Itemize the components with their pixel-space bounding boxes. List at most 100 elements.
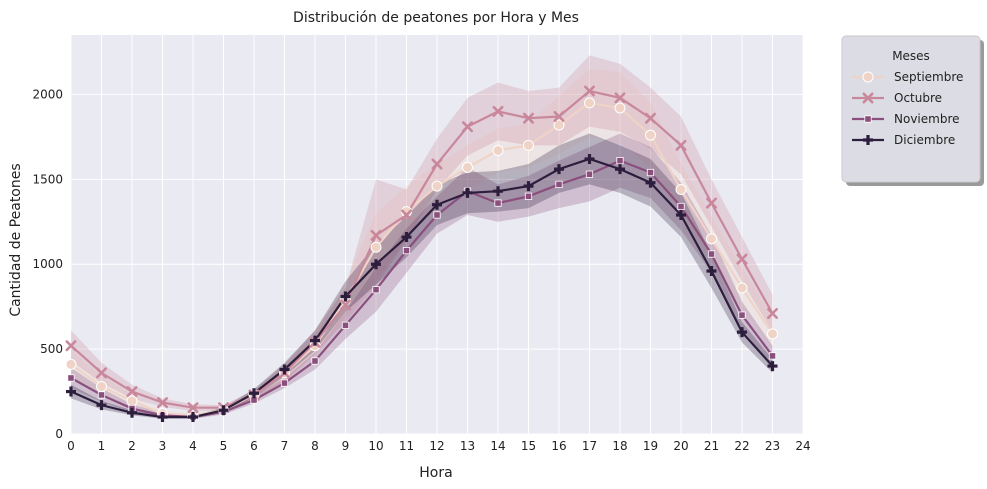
x-tick-label: 23 <box>765 439 780 453</box>
point-octubre <box>706 197 717 209</box>
point-septiembre <box>584 97 595 109</box>
legend-box <box>841 35 981 183</box>
legend-marker-noviembre <box>864 115 872 123</box>
x-tick-label: 21 <box>704 439 719 453</box>
point-septiembre <box>492 144 504 156</box>
point-diciembre <box>554 164 564 175</box>
legend-marker-diciembre <box>863 135 873 145</box>
point-diciembre <box>737 327 747 338</box>
point-diciembre <box>767 361 778 372</box>
point-septiembre <box>462 161 473 173</box>
legend-marker-septiembre <box>862 71 874 83</box>
point-noviembre <box>555 180 563 189</box>
point-noviembre <box>97 391 106 399</box>
point-octubre <box>65 340 77 352</box>
point-octubre <box>126 386 138 398</box>
y-tick-label: 2000 <box>32 87 63 101</box>
point-noviembre <box>707 250 716 258</box>
point-septiembre <box>126 395 138 407</box>
x-tick-label: 2 <box>128 439 136 453</box>
point-octubre <box>187 402 199 414</box>
point-octubre <box>584 85 595 97</box>
x-tick-label: 19 <box>643 439 658 453</box>
point-octubre <box>431 158 443 170</box>
point-diciembre <box>432 199 442 210</box>
point-diciembre <box>676 209 686 220</box>
x-tick-label: 14 <box>490 439 505 453</box>
point-diciembre <box>188 412 198 423</box>
point-octubre <box>553 110 565 122</box>
legend-marker-octubre <box>862 92 874 104</box>
point-septiembre <box>553 119 565 131</box>
point-diciembre <box>66 386 76 397</box>
point-noviembre <box>768 352 777 360</box>
point-diciembre <box>218 405 229 416</box>
point-diciembre <box>584 153 595 164</box>
x-tick-label: 24 <box>795 439 810 453</box>
point-noviembre <box>341 321 350 329</box>
point-diciembre <box>493 186 503 197</box>
point-diciembre <box>127 407 137 418</box>
point-septiembre <box>431 180 443 192</box>
x-tick-label: 13 <box>460 439 475 453</box>
legend-label-diciembre: Diciembre <box>894 133 955 147</box>
point-diciembre <box>615 164 625 175</box>
y-axis-ticks: 0 500 1000 1500 2000 <box>32 87 63 441</box>
point-noviembre <box>524 192 533 200</box>
x-tick-label: 22 <box>734 439 749 453</box>
x-tick-label: 1 <box>98 439 106 453</box>
point-diciembre <box>523 181 534 192</box>
y-tick-label: 0 <box>55 427 63 441</box>
point-noviembre <box>433 211 441 219</box>
point-septiembre <box>96 380 107 392</box>
legend-title: Meses <box>892 49 930 63</box>
x-tick-label: 6 <box>250 439 258 453</box>
point-septiembre <box>523 139 534 151</box>
point-noviembre <box>616 157 624 165</box>
point-noviembre <box>280 379 289 387</box>
y-axis-label: Cantidad de Peatones <box>8 163 24 316</box>
point-diciembre <box>96 400 107 411</box>
legend-label-octubre: Octubre <box>894 91 942 105</box>
point-noviembre <box>372 286 380 294</box>
point-noviembre <box>67 374 75 382</box>
point-diciembre <box>157 412 168 423</box>
x-tick-label: 16 <box>551 439 566 453</box>
y-tick-label: 1000 <box>32 257 63 271</box>
point-octubre <box>401 209 412 221</box>
point-diciembre <box>249 388 259 399</box>
point-septiembre <box>675 184 687 196</box>
point-septiembre <box>614 102 626 114</box>
point-septiembre <box>370 241 382 253</box>
point-diciembre <box>310 335 320 346</box>
point-diciembre <box>401 232 412 243</box>
point-diciembre <box>645 177 656 188</box>
point-septiembre <box>767 328 778 340</box>
legend-label-septiembre: Septiembre <box>894 70 963 84</box>
point-diciembre <box>371 259 381 270</box>
point-octubre <box>340 299 351 311</box>
x-tick-label: 18 <box>612 439 627 453</box>
x-tick-label: 4 <box>189 439 197 453</box>
x-tick-label: 15 <box>521 439 536 453</box>
point-octubre <box>736 253 748 265</box>
x-axis-ticks: 0 1 2 3 4 5 6 7 8 9 10 11 12 13 14 15 16 17 18 19 20 21 22 23 24 <box>67 439 810 453</box>
point-diciembre <box>462 187 473 198</box>
legend: Meses Septiembre Octubre Noviembre Diciembr… <box>841 35 984 186</box>
point-diciembre <box>706 266 717 277</box>
point-octubre <box>370 229 382 241</box>
x-tick-label: 0 <box>67 439 75 453</box>
x-tick-label: 17 <box>582 439 597 453</box>
x-tick-label: 10 <box>368 439 383 453</box>
point-septiembre <box>65 358 77 370</box>
point-noviembre <box>738 311 746 319</box>
point-septiembre <box>736 282 748 294</box>
point-septiembre <box>706 233 717 245</box>
point-noviembre <box>402 247 411 255</box>
series-markers <box>65 85 778 423</box>
x-tick-label: 8 <box>311 439 319 453</box>
point-noviembre <box>311 357 319 365</box>
point-noviembre <box>646 168 655 177</box>
point-noviembre <box>494 199 502 207</box>
